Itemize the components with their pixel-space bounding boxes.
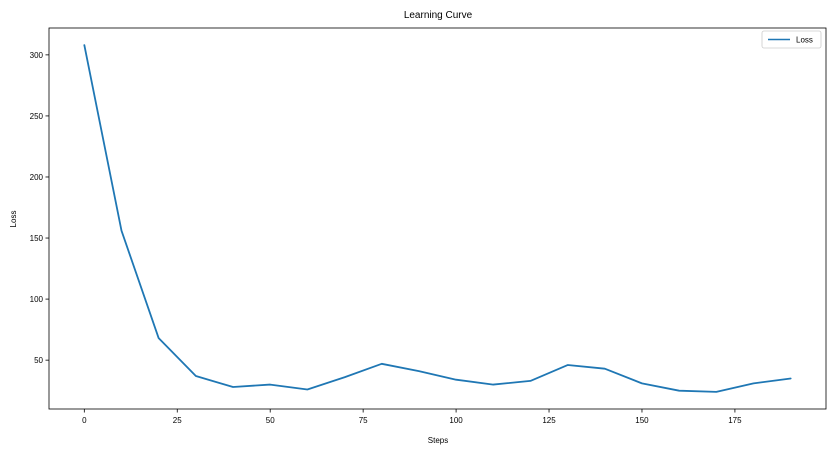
legend-label-loss: Loss (796, 36, 813, 45)
chart-title: Learning Curve (404, 10, 473, 21)
y-tick-label: 50 (34, 356, 43, 365)
x-tick-label: 125 (542, 416, 556, 425)
y-tick-label: 150 (30, 234, 44, 243)
y-axis-label: Loss (9, 211, 18, 228)
x-tick-label: 0 (82, 416, 87, 425)
y-tick-label: 250 (30, 112, 44, 121)
x-tick-label: 50 (266, 416, 275, 425)
y-tick-label: 300 (30, 51, 44, 60)
x-axis-label: Steps (428, 436, 448, 445)
x-tick-label: 175 (728, 416, 742, 425)
x-tick-label: 25 (173, 416, 182, 425)
y-tick-label: 200 (30, 173, 44, 182)
x-tick-label: 150 (635, 416, 649, 425)
x-tick-label: 100 (449, 416, 463, 425)
y-tick-label: 100 (30, 295, 44, 304)
legend: Loss (762, 31, 821, 48)
x-tick-label: 75 (359, 416, 368, 425)
